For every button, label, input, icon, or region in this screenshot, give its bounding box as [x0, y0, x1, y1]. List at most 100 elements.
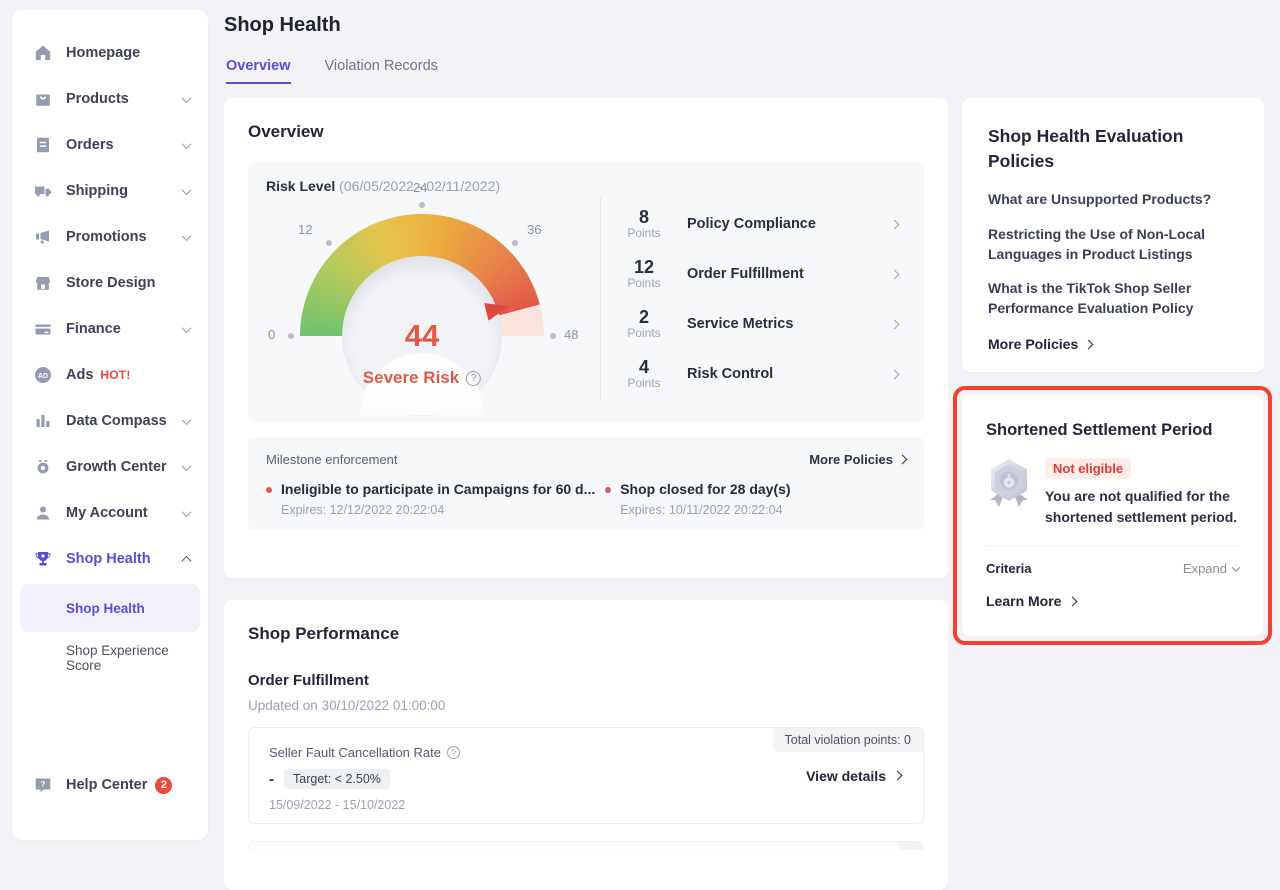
sidebar-item-my-account[interactable]: My Account: [12, 490, 208, 536]
points-row-policy-compliance[interactable]: 8 Points Policy Compliance: [601, 200, 924, 248]
expand-label: Expand: [1183, 561, 1227, 576]
risk-status-label: Severe Risk: [363, 368, 459, 388]
ads-icon: AD: [34, 366, 52, 384]
points-value-group: 8 Points: [601, 208, 687, 241]
sidebar-item-label: Data Compass: [66, 413, 167, 429]
risk-gauge: 0 12 24 36 48 44 Severe Risk ?: [300, 214, 544, 336]
divider: [986, 545, 1239, 546]
sidebar-item-products[interactable]: Products: [12, 76, 208, 122]
chevron-down-icon: [1232, 563, 1240, 571]
shop-performance-title: Shop Performance: [248, 624, 924, 644]
more-policies-link[interactable]: More Policies: [988, 336, 1238, 352]
milestone-item-text: Shop closed for 28 day(s): [620, 481, 790, 497]
policy-link-unsupported-products[interactable]: What are Unsupported Products?: [988, 190, 1238, 210]
home-icon: [34, 44, 52, 62]
chevron-right-icon: [890, 219, 900, 229]
chevron-down-icon: [182, 415, 192, 425]
chevron-down-icon: [182, 507, 192, 517]
chevron-up-icon: [182, 555, 192, 565]
overview-card-title: Overview: [248, 122, 924, 142]
sidebar-item-label: Shop Health: [66, 551, 151, 567]
overview-card: Overview Risk Level (06/05/2022 - 02/11/…: [224, 98, 948, 578]
points-row-service-metrics[interactable]: 2 Points Service Metrics: [601, 300, 924, 348]
settlement-status-row: Not eligible You are not qualified for t…: [986, 458, 1239, 528]
shipping-icon: [34, 182, 52, 200]
metric-name-label: Seller Fault Cancellation Rate: [269, 745, 441, 760]
view-details-link[interactable]: View details: [806, 768, 901, 784]
total-violation-points-badge: [899, 842, 923, 850]
sidebar-item-help-center[interactable]: ? Help Center 2: [12, 762, 208, 808]
points-row-risk-control[interactable]: 4 Points Risk Control: [601, 350, 924, 398]
risk-score-value: 44: [405, 318, 439, 354]
svg-text:AD: AD: [38, 373, 48, 380]
sidebar-item-label: Ads: [66, 367, 93, 383]
chevron-down-icon: [182, 231, 192, 241]
help-circle-icon[interactable]: ?: [466, 371, 481, 386]
chevron-down-icon: [182, 323, 192, 333]
updated-timestamp: Updated on 30/10/2022 01:00:00: [248, 698, 924, 713]
sidebar-subitem-label: Shop Health: [66, 601, 145, 616]
gauge-tick-label: 24: [413, 180, 427, 195]
milestone-title: Milestone enforcement: [266, 452, 398, 467]
learn-more-link[interactable]: Learn More: [986, 593, 1239, 609]
sidebar-item-data-compass[interactable]: Data Compass: [12, 398, 208, 444]
shop-performance-card: Shop Performance Order Fulfillment Updat…: [224, 600, 948, 890]
points-value-group: 12 Points: [601, 258, 687, 291]
settlement-description: You are not qualified for the shortened …: [1045, 486, 1239, 528]
sidebar-item-shipping[interactable]: Shipping: [12, 168, 208, 214]
tab-violation-records[interactable]: Violation Records: [325, 58, 438, 84]
criteria-label: Criteria: [986, 561, 1032, 576]
policy-link-non-local-languages[interactable]: Restricting the Use of Non-Local Languag…: [988, 225, 1238, 265]
milestone-item-expiry: Expires: 10/11/2022 20:22:04: [620, 503, 790, 517]
tab-overview[interactable]: Overview: [226, 58, 291, 84]
shortened-settlement-period-card: Shortened Settlement Period: [962, 395, 1263, 636]
hot-badge: HOT!: [100, 368, 130, 382]
chevron-right-icon: [1068, 596, 1078, 606]
seller-fault-cancellation-metric-card: Total violation points: 0 Seller Fault C…: [248, 727, 924, 824]
chevron-down-icon: [182, 93, 192, 103]
sidebar-item-store-design[interactable]: Store Design: [12, 260, 208, 306]
chevron-down-icon: [182, 185, 192, 195]
points-value: 4: [601, 358, 687, 377]
sidebar-item-shop-health[interactable]: Shop Health: [12, 536, 208, 582]
sidebar-item-finance[interactable]: Finance: [12, 306, 208, 352]
sidebar-item-ads[interactable]: AD Ads HOT!: [12, 352, 208, 398]
not-eligible-badge: Not eligible: [1045, 458, 1131, 479]
policy-link-performance-evaluation[interactable]: What is the TikTok Shop Seller Performan…: [988, 279, 1238, 319]
metric-period: 15/09/2022 - 15/10/2022: [269, 798, 903, 812]
points-value-group: 4 Points: [601, 358, 687, 391]
points-value: 2: [601, 308, 687, 327]
page-title: Shop Health: [224, 14, 341, 37]
milestone-item-expiry: Expires: 12/12/2022 20:22:04: [281, 503, 595, 517]
points-category: Order Fulfillment: [687, 266, 804, 282]
sidebar-subitem-shop-health[interactable]: Shop Health: [20, 584, 200, 632]
milestone-items: Ineligible to participate in Campaigns f…: [266, 481, 906, 517]
milestone-item-body: Shop closed for 28 day(s) Expires: 10/11…: [620, 481, 790, 517]
gauge-tick-label: 0: [268, 327, 275, 342]
shop-health-evaluation-policies-card: Shop Health Evaluation Policies What are…: [962, 98, 1264, 372]
help-circle-icon[interactable]: ?: [447, 746, 460, 759]
sidebar-item-growth-center[interactable]: Growth Center: [12, 444, 208, 490]
finance-icon: [34, 320, 52, 338]
milestone-item: Shop closed for 28 day(s) Expires: 10/11…: [605, 481, 790, 517]
sidebar-item-label: Store Design: [66, 275, 155, 291]
sidebar-subitem-shop-experience-score[interactable]: Shop Experience Score: [20, 634, 200, 682]
expand-button[interactable]: Expand: [1183, 561, 1239, 576]
chevron-right-icon: [1084, 339, 1094, 349]
tab-bar: Overview Violation Records: [226, 58, 438, 84]
milestone-more-policies-link[interactable]: More Policies: [809, 452, 906, 467]
sidebar-item-promotions[interactable]: Promotions: [12, 214, 208, 260]
red-highlight-annotation: Shortened Settlement Period: [953, 386, 1272, 645]
shop-health-icon: [34, 550, 52, 568]
target-pill: Target: < 2.50%: [284, 769, 390, 789]
points-unit: Points: [601, 226, 687, 240]
points-category: Risk Control: [687, 366, 773, 382]
svg-text:?: ?: [41, 780, 46, 789]
view-details-label: View details: [806, 768, 886, 784]
growth-center-icon: [34, 458, 52, 476]
sidebar-item-orders[interactable]: Orders: [12, 122, 208, 168]
sidebar-item-homepage[interactable]: Homepage: [12, 30, 208, 76]
points-unit: Points: [601, 326, 687, 340]
points-row-order-fulfillment[interactable]: 12 Points Order Fulfillment: [601, 250, 924, 298]
risk-panel: Risk Level (06/05/2022 - 02/11/2022) 0 1…: [248, 162, 924, 422]
